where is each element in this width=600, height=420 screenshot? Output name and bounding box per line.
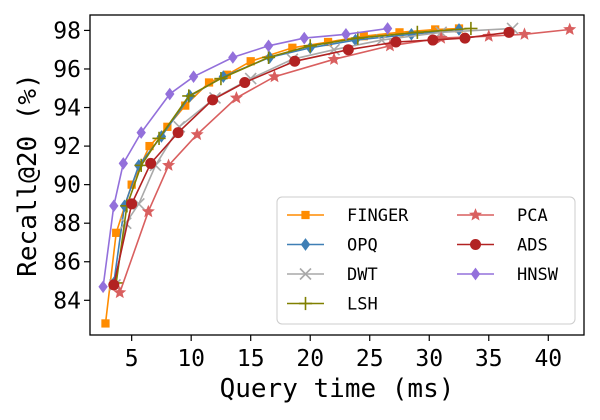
series-line-pca xyxy=(119,28,570,293)
data-point-pca xyxy=(327,52,341,65)
data-point-hnsw xyxy=(118,157,129,170)
data-point-ads xyxy=(108,279,120,291)
x-tick-label: 30 xyxy=(415,346,443,372)
legend-entry-opq: OPQ xyxy=(287,236,378,256)
x-tick-label: 15 xyxy=(237,346,265,372)
y-tick-label: 98 xyxy=(53,18,81,44)
legend-label-lsh: LSH xyxy=(347,295,378,315)
data-point-pca xyxy=(162,158,176,171)
data-point-lsh xyxy=(351,31,365,45)
data-point-opq xyxy=(406,27,417,41)
data-point-hnsw xyxy=(382,22,393,35)
data-point-ads xyxy=(126,198,138,210)
data-point-finger xyxy=(181,101,190,110)
data-point-ads xyxy=(239,76,251,88)
legend-label-pca: PCA xyxy=(517,206,548,226)
legend-label-finger: FINGER xyxy=(347,206,409,226)
data-point-finger xyxy=(395,28,404,37)
legend-label-hnsw: HNSW xyxy=(517,265,559,285)
legend-entry-finger: FINGER xyxy=(287,206,409,226)
data-point-ads xyxy=(459,32,471,44)
data-point-ads xyxy=(172,127,184,139)
data-point-finger xyxy=(145,141,154,151)
legend-frame xyxy=(276,196,576,325)
data-point-finger xyxy=(323,37,333,47)
data-point-pca xyxy=(113,285,127,299)
data-point-ads xyxy=(427,34,439,46)
x-axis-label: Query time (ms) xyxy=(220,374,455,404)
data-point-pca xyxy=(267,69,282,83)
y-tick-label: 90 xyxy=(53,173,81,199)
data-point-finger xyxy=(288,43,297,52)
legend-entry-lsh: LSH xyxy=(287,295,378,315)
data-point-lsh xyxy=(182,89,196,103)
data-point-ads xyxy=(289,55,301,67)
x-tick-label: 25 xyxy=(356,346,384,372)
y-tick-label: 88 xyxy=(53,211,81,237)
data-point-pca xyxy=(434,31,448,44)
data-point-hnsw xyxy=(109,199,119,213)
data-point-finger xyxy=(246,57,255,66)
data-point-opq xyxy=(350,33,361,47)
data-point-pca xyxy=(517,27,532,40)
x-tick-label: 40 xyxy=(534,346,562,372)
x-tick-label: 35 xyxy=(475,346,503,372)
data-point-lsh xyxy=(303,39,317,53)
x-tick-label: 10 xyxy=(177,346,205,372)
legend: FINGER OPQ DWT LSH PCA ADS HNSW xyxy=(276,196,576,325)
legend-label-dwt: DWT xyxy=(347,265,378,285)
data-point-hnsw xyxy=(136,126,146,139)
data-point-dwt xyxy=(119,217,132,230)
data-point-lsh xyxy=(152,131,166,145)
data-point-pca xyxy=(141,204,155,218)
y-axis-label: Recall@20 (%) xyxy=(13,73,43,277)
data-point-hnsw xyxy=(98,280,108,294)
data-point-lsh xyxy=(464,21,478,36)
legend-entry-hnsw: HNSW xyxy=(457,265,559,285)
data-point-pca xyxy=(229,91,243,104)
data-point-ads xyxy=(145,157,157,169)
series-hnsw xyxy=(98,22,393,294)
data-point-hnsw xyxy=(263,39,274,53)
y-tick-label: 84 xyxy=(53,288,81,314)
data-point-finger xyxy=(204,78,214,87)
y-tick-label: 86 xyxy=(53,250,81,276)
y-tick-label: 92 xyxy=(53,134,81,160)
legend-label-ads: ADS xyxy=(517,236,548,256)
data-point-lsh xyxy=(261,50,276,65)
y-tick-label: 96 xyxy=(53,57,81,83)
data-point-pca xyxy=(383,38,397,52)
series-ads xyxy=(108,26,515,291)
data-point-ads xyxy=(390,36,402,48)
x-tick-label: 20 xyxy=(296,346,324,372)
data-point-hnsw xyxy=(188,70,199,84)
data-point-lsh xyxy=(410,25,424,39)
data-point-lsh xyxy=(214,72,228,86)
data-point-finger xyxy=(112,228,121,237)
data-point-finger xyxy=(101,319,110,328)
data-point-ads xyxy=(207,94,219,106)
legend-entry-pca: PCA xyxy=(457,206,548,226)
y-tick-label: 94 xyxy=(53,96,81,122)
data-point-finger xyxy=(431,25,440,34)
legend-entry-dwt: DWT xyxy=(287,265,378,285)
x-tick-label: 5 xyxy=(125,346,139,372)
data-point-ads xyxy=(342,44,354,56)
data-point-pca xyxy=(190,127,204,141)
data-point-finger xyxy=(359,32,368,41)
data-point-hnsw xyxy=(228,51,238,64)
data-point-hnsw xyxy=(165,87,175,101)
plot-area-frame xyxy=(89,14,585,336)
data-point-pca xyxy=(563,22,577,36)
data-point-ads xyxy=(503,26,515,38)
data-point-hnsw xyxy=(299,31,309,45)
series-pca xyxy=(113,22,577,299)
data-point-opq xyxy=(156,130,167,143)
legend-entry-ads: ADS xyxy=(457,236,548,256)
data-point-hnsw xyxy=(341,27,351,41)
legend-label-opq: OPQ xyxy=(347,236,378,256)
